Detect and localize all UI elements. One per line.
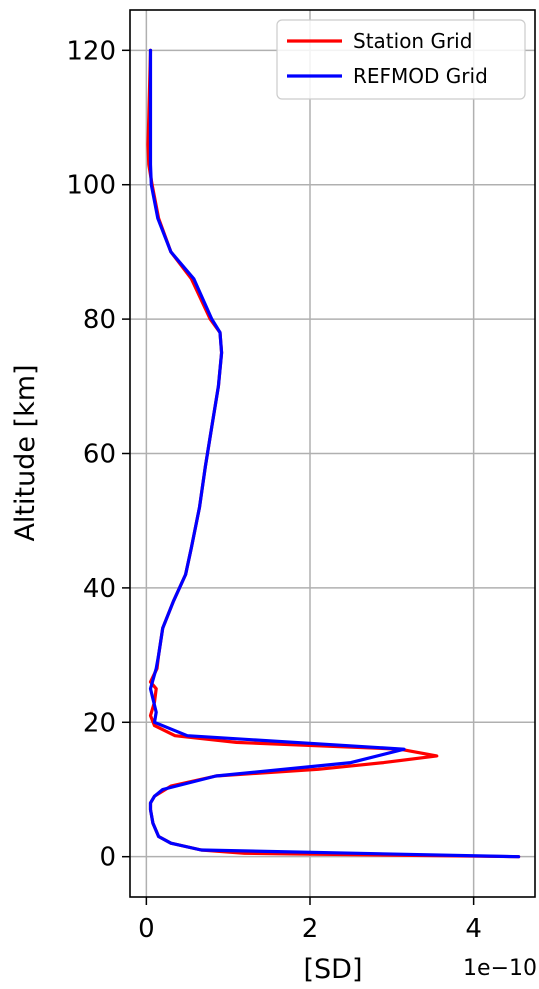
grid-lines (130, 10, 535, 897)
y-tick-label: 100 (66, 171, 116, 201)
legend-label-refmod-grid: REFMOD Grid (353, 64, 488, 88)
x-tick-label: 0 (138, 914, 155, 944)
y-axis-label: Altitude [km] (10, 364, 41, 541)
x-axis-offset-label: 1e−10 (463, 956, 537, 981)
y-tick-label: 60 (83, 440, 116, 470)
legend-label-station-grid: Station Grid (353, 29, 472, 53)
x-axis-label: [SD] (304, 954, 363, 985)
series-line-refmod-grid (148, 48, 521, 859)
legend: Station Grid REFMOD Grid (276, 19, 526, 100)
x-tick-label: 4 (465, 914, 482, 944)
y-tick-label: 40 (83, 574, 116, 604)
y-tick-label: 120 (66, 36, 116, 66)
x-tick-label: 2 (302, 914, 319, 944)
series-lines (146, 48, 521, 859)
y-tick-label: 20 (83, 708, 116, 738)
y-tick-label: 0 (99, 843, 116, 873)
y-tick-label: 80 (83, 305, 116, 335)
